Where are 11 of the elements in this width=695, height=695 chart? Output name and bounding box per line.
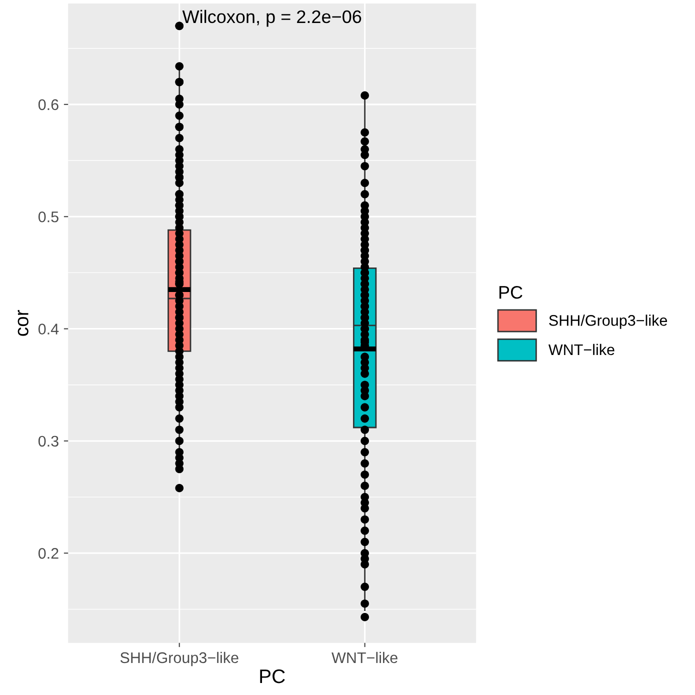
legend-label: SHH/Group3−like [549,314,668,329]
y-tick-label: 0.5 [38,211,58,222]
annotation: Wilcoxon, p = 2.2e−06 [182,10,362,27]
y-tick-label: 0.3 [38,436,58,447]
legend-title: PC [260,669,285,684]
legend-label: WNT−like [548,344,614,356]
y-tick-label: 0.2 [38,548,58,559]
y-tick-label: 0.6 [38,99,58,110]
x-axis-title: PC [499,286,522,299]
y-tick-label: 0.4 [38,324,59,334]
y-axis-title: cor [18,310,28,336]
